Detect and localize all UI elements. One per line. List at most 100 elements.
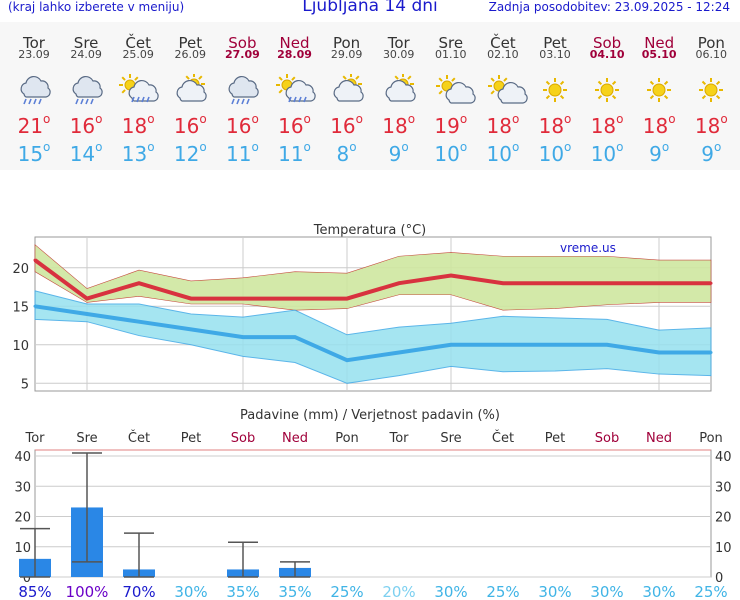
min-temp-point	[553, 343, 557, 347]
max-temp-band	[34, 244, 712, 311]
max-temp-point	[709, 281, 713, 285]
x-tick-label: Sre	[440, 431, 461, 446]
min-temperature: 9o	[633, 140, 685, 166]
page-title: Ljubljana 14 dni	[302, 0, 438, 16]
day-date: 06.10	[695, 48, 728, 61]
max-temp-point	[657, 281, 661, 285]
day-name: Sob	[592, 34, 622, 52]
min-temp-value: 10	[434, 142, 460, 166]
day-name: Tor	[387, 34, 410, 52]
degree-symbol: o	[147, 112, 155, 126]
x-tick-label: Pon	[699, 431, 723, 446]
y-tick-label: 10	[12, 339, 29, 354]
degree-symbol: o	[661, 140, 670, 154]
min-temp-point	[345, 358, 349, 362]
max-temperature: 16o	[321, 112, 373, 138]
max-temp-value: 16	[69, 114, 96, 138]
max-temp-value: 16	[173, 114, 200, 138]
min-temp-value: 11	[225, 142, 252, 166]
min-temp-value: 15	[17, 142, 44, 166]
min-temperature: 14o	[60, 140, 112, 166]
degree-symbol: o	[407, 112, 416, 126]
day-date: 24.09	[70, 48, 102, 61]
max-temp-point	[189, 297, 193, 301]
probability-label: 85%	[18, 583, 51, 600]
max-temperature: 18o	[112, 112, 164, 138]
day-date: 02.10	[487, 48, 519, 61]
x-tick-label: Tor	[24, 431, 45, 446]
max-temperature: 16o	[269, 112, 321, 138]
min-temp-point	[85, 312, 89, 316]
min-temperature: 10o	[425, 140, 477, 166]
min-temp-point	[605, 343, 609, 347]
probability-label: 25%	[486, 583, 519, 600]
max-temperature: 18o	[373, 112, 425, 138]
degree-symbol: o	[720, 112, 728, 126]
max-temp-point	[553, 281, 557, 285]
min-temp-value: 9	[701, 142, 714, 166]
day-date: 29.09	[330, 48, 363, 61]
min-temp-value: 11	[278, 142, 304, 166]
max-temp-point	[293, 297, 297, 301]
max-temp-point	[501, 281, 505, 285]
max-temp-value: 16	[225, 114, 252, 138]
y-tick-label: 20	[14, 511, 31, 526]
max-temperature: 16o	[60, 112, 112, 138]
max-temp-value: 18	[642, 114, 669, 138]
sun-rain-cloud-icon	[269, 74, 321, 106]
max-temp-value: 21	[17, 114, 44, 138]
day-name: Pet	[543, 34, 567, 52]
sun-icon	[581, 74, 633, 106]
max-temp-point	[345, 297, 349, 301]
max-temp-point	[85, 297, 89, 301]
y-tick-label: 0	[23, 571, 31, 586]
max-temp-value: 18	[382, 114, 408, 138]
min-temp-point	[241, 335, 245, 339]
max-temp-value: 18	[590, 114, 617, 138]
day-name: Ned	[644, 34, 675, 52]
max-temperature: 16o	[216, 112, 268, 138]
sun-rain-cloud-icon	[112, 74, 164, 106]
y-tick-label-right: 0	[715, 571, 723, 586]
day-name: Pon	[332, 34, 361, 52]
min-temp-point	[709, 351, 713, 354]
y-tick-label: 15	[12, 300, 29, 315]
min-temp-value: 12	[173, 142, 200, 166]
max-temp-value: 16	[278, 114, 304, 138]
degree-symbol: o	[511, 140, 520, 154]
min-temp-value: 10	[590, 142, 617, 166]
x-tick-label: Pet	[181, 431, 201, 446]
probability-label: 35%	[278, 583, 311, 600]
degree-symbol: o	[349, 140, 357, 154]
degree-symbol: o	[251, 140, 259, 154]
max-temp-point	[241, 297, 245, 301]
min-temp-point	[501, 343, 505, 347]
rain-cloud-icon	[60, 74, 112, 106]
probability-label: 30%	[590, 583, 623, 600]
partly-cloudy-icon	[164, 73, 216, 106]
y-tick-label-right: 40	[715, 450, 732, 465]
max-temp-point	[33, 258, 37, 262]
min-temp-value: 10	[486, 142, 512, 166]
degree-symbol: o	[616, 112, 624, 126]
partly-cloudy-icon	[321, 73, 373, 106]
degree-symbol: o	[147, 140, 155, 154]
daily-forecast-strip: Tor 23.09 21o 15o Sre 24.09 16o 14o Čet 25.09 18o 1…	[0, 22, 740, 170]
min-temperature: 10o	[529, 140, 581, 166]
day-date: 01.10	[435, 48, 467, 61]
partly-cloudy-icon	[373, 73, 425, 106]
min-temp-value: 10	[538, 142, 565, 166]
min-temp-point	[397, 351, 401, 354]
degree-symbol: o	[564, 140, 572, 154]
day-name: Pon	[697, 34, 725, 52]
max-temp-value: 18	[538, 114, 565, 138]
x-tick-label: Pon	[335, 431, 359, 446]
x-tick-label: Čet	[128, 430, 150, 446]
probability-label: 25%	[694, 583, 727, 600]
day-date: 30.09	[382, 48, 415, 61]
chart-title: Temperatura (°C)	[313, 223, 426, 238]
max-temperature: 16o	[164, 112, 216, 138]
probability-label: 70%	[122, 583, 155, 600]
x-tick-label: Sob	[231, 431, 255, 446]
max-temperature: 18o	[581, 112, 633, 138]
